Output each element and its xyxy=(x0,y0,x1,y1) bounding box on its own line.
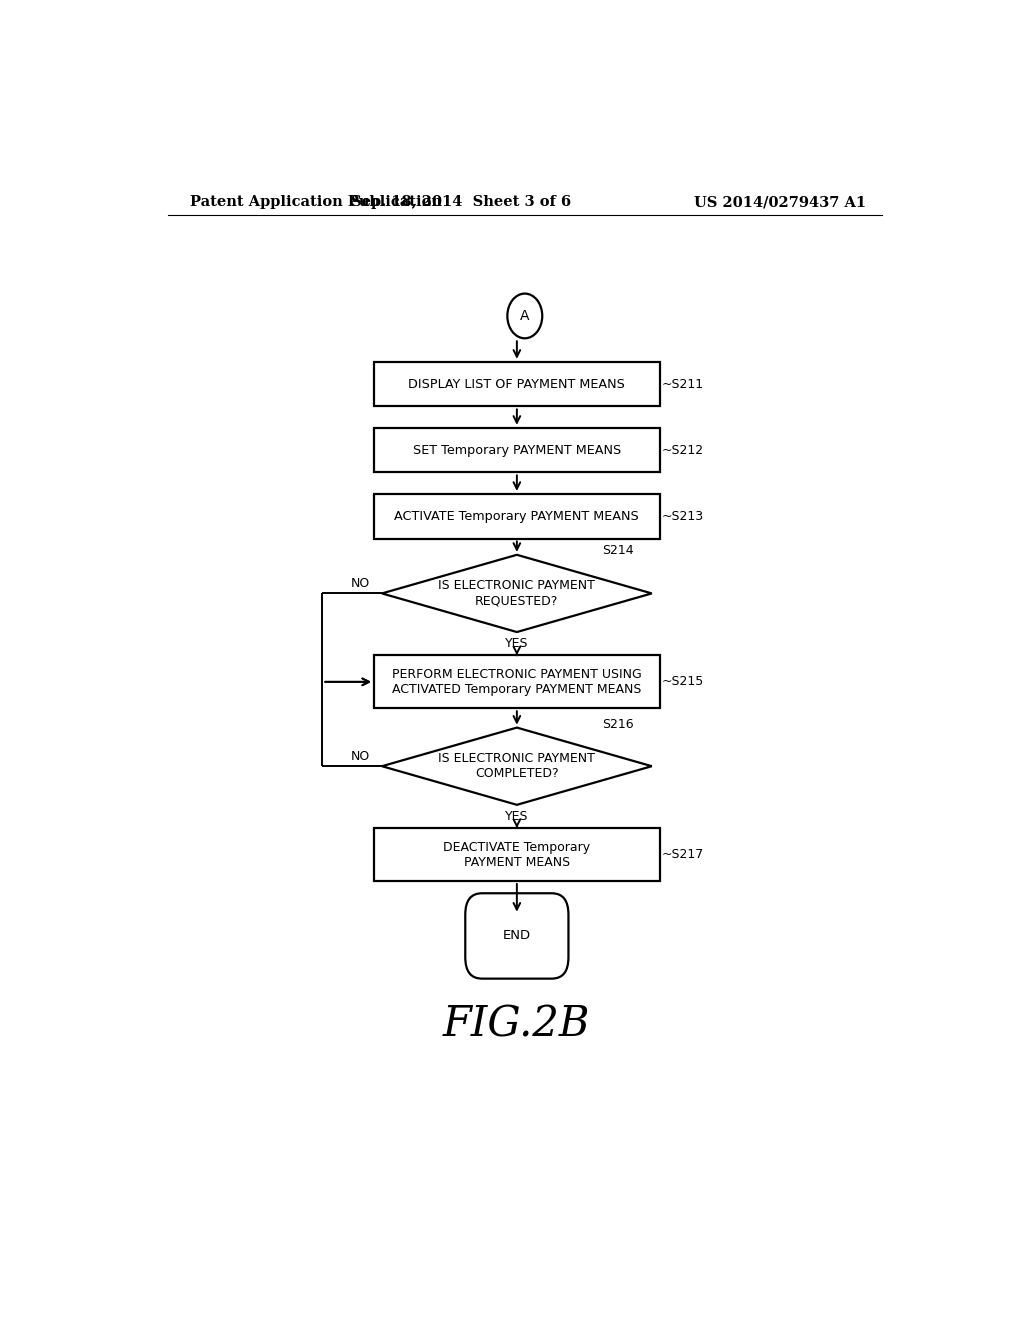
Text: DEACTIVATE Temporary
PAYMENT MEANS: DEACTIVATE Temporary PAYMENT MEANS xyxy=(443,841,591,869)
Polygon shape xyxy=(382,727,652,805)
Text: NO: NO xyxy=(351,750,370,763)
FancyBboxPatch shape xyxy=(374,656,659,709)
Text: DISPLAY LIST OF PAYMENT MEANS: DISPLAY LIST OF PAYMENT MEANS xyxy=(409,378,626,391)
Text: SET Temporary PAYMENT MEANS: SET Temporary PAYMENT MEANS xyxy=(413,444,621,457)
Text: S216: S216 xyxy=(602,718,634,731)
Polygon shape xyxy=(382,554,652,632)
FancyBboxPatch shape xyxy=(374,362,659,407)
Text: ~S215: ~S215 xyxy=(662,676,703,688)
Text: S214: S214 xyxy=(602,544,634,557)
Text: NO: NO xyxy=(351,577,370,590)
FancyBboxPatch shape xyxy=(374,428,659,473)
Text: ~S212: ~S212 xyxy=(662,444,703,457)
FancyBboxPatch shape xyxy=(374,494,659,539)
Text: IS ELECTRONIC PAYMENT
REQUESTED?: IS ELECTRONIC PAYMENT REQUESTED? xyxy=(438,579,595,607)
Text: YES: YES xyxy=(505,638,528,651)
Text: A: A xyxy=(520,309,529,323)
Text: IS ELECTRONIC PAYMENT
COMPLETED?: IS ELECTRONIC PAYMENT COMPLETED? xyxy=(438,752,595,780)
Text: PERFORM ELECTRONIC PAYMENT USING
ACTIVATED Temporary PAYMENT MEANS: PERFORM ELECTRONIC PAYMENT USING ACTIVAT… xyxy=(392,668,642,696)
Text: ACTIVATE Temporary PAYMENT MEANS: ACTIVATE Temporary PAYMENT MEANS xyxy=(394,510,639,523)
Text: ~S211: ~S211 xyxy=(662,378,703,391)
FancyBboxPatch shape xyxy=(374,828,659,880)
Text: YES: YES xyxy=(505,810,528,822)
Circle shape xyxy=(507,293,543,338)
Text: Patent Application Publication: Patent Application Publication xyxy=(189,195,442,209)
Text: US 2014/0279437 A1: US 2014/0279437 A1 xyxy=(694,195,866,209)
Text: END: END xyxy=(503,929,530,942)
Text: Sep. 18, 2014  Sheet 3 of 6: Sep. 18, 2014 Sheet 3 of 6 xyxy=(351,195,571,209)
Text: FIG.2B: FIG.2B xyxy=(443,1003,591,1045)
Text: ~S213: ~S213 xyxy=(662,510,703,523)
Text: ~S217: ~S217 xyxy=(662,849,703,861)
FancyBboxPatch shape xyxy=(465,894,568,978)
